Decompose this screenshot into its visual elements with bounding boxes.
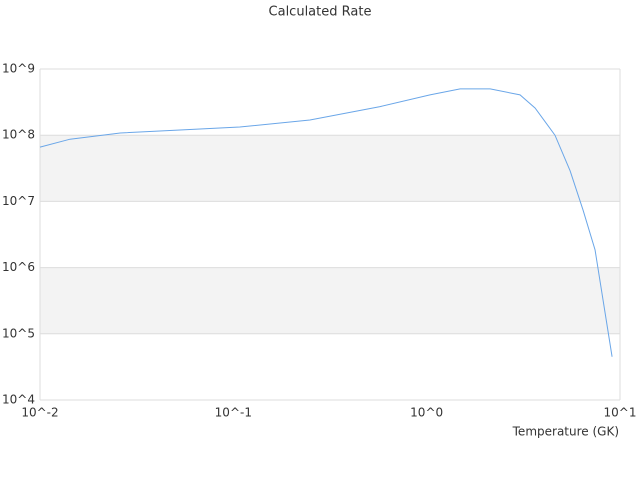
y-tick-label: 10^8	[2, 128, 35, 142]
x-axis-label: Temperature (GK)	[512, 425, 619, 439]
x-tick-label: 10^-2	[21, 406, 58, 420]
line	[39, 88, 613, 357]
chart-title: Calculated Rate	[269, 5, 372, 20]
y-tick-label: 10^9	[2, 62, 35, 76]
y-tick-label: 10^5	[2, 326, 35, 340]
x-tick-label: 10^-1	[215, 406, 252, 420]
y-tick-label: 10^4	[2, 393, 35, 407]
x-tick-label: 10^1	[604, 406, 637, 420]
grid-band	[40, 267, 620, 334]
y-tick-label: 10^7	[2, 194, 35, 208]
x-tick-label: 10^0	[410, 406, 443, 420]
y-tick-label: 10^6	[2, 260, 35, 274]
grid-band	[40, 135, 620, 202]
